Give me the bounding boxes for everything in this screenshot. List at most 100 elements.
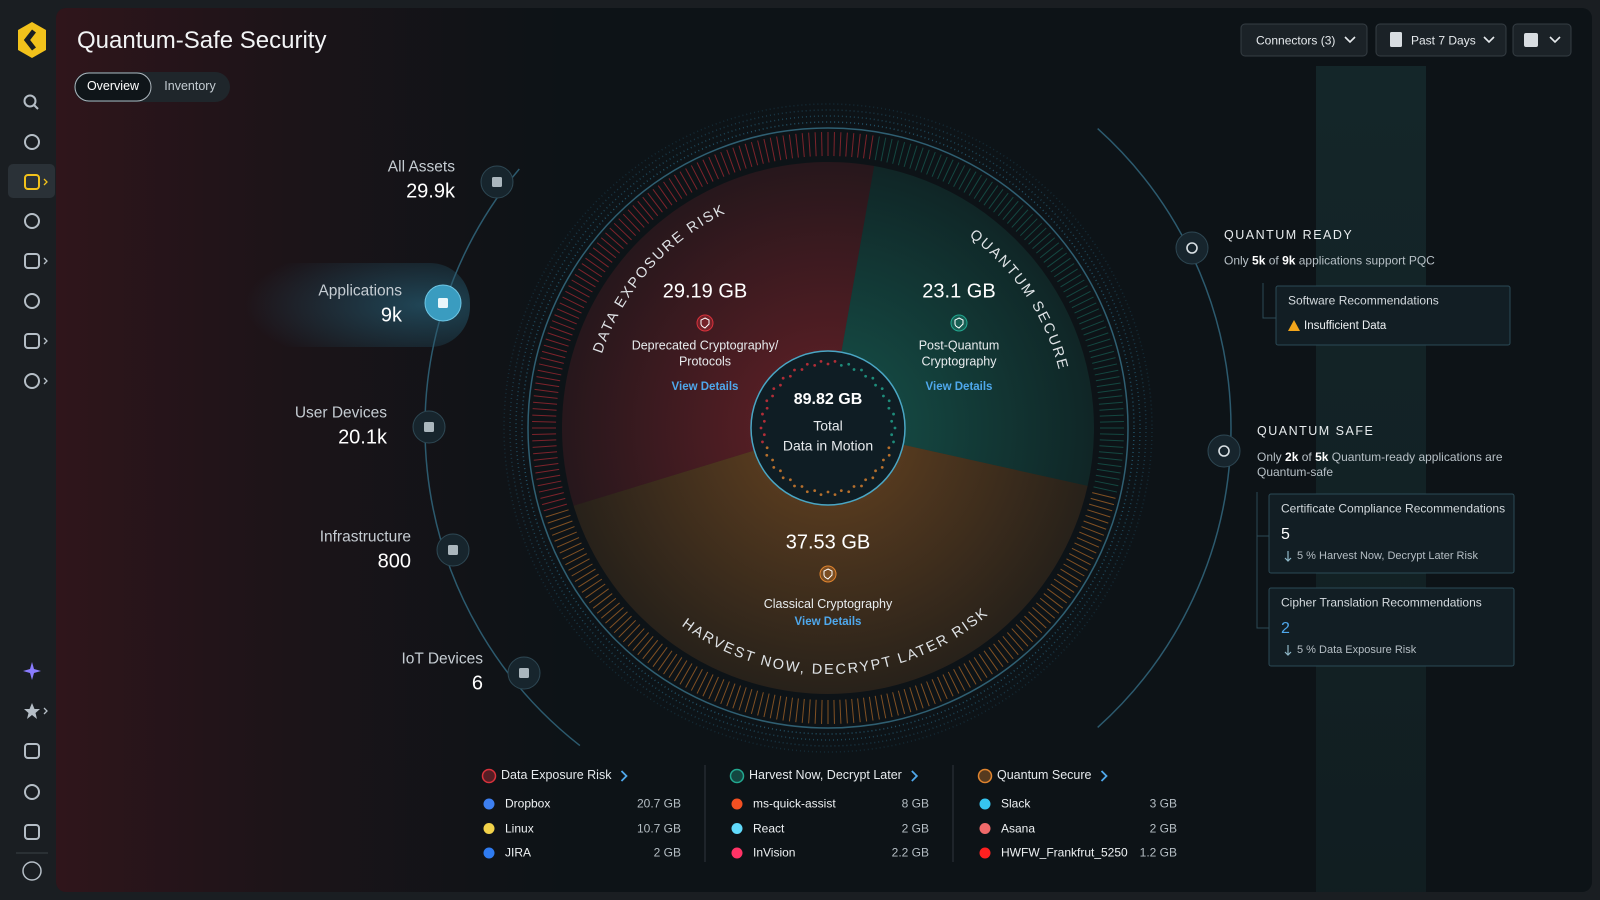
sidebar-icon[interactable] (24, 213, 40, 229)
ring-tick (554, 314, 577, 325)
emphasis: 5k (1252, 253, 1266, 268)
group-title[interactable]: Quantum Secure (997, 768, 1092, 783)
ring-tick (1097, 463, 1122, 468)
ring-tick (808, 699, 811, 724)
ring-tick (903, 688, 912, 713)
group-title[interactable]: Data Exposure Risk (501, 768, 612, 783)
sidebar-icon[interactable] (24, 703, 40, 719)
tab[interactable]: Overview (86, 79, 140, 94)
warning-icon (1288, 320, 1300, 331)
ring-tick (545, 509, 569, 518)
group-chevron[interactable] (1100, 770, 1108, 782)
recommendation-card[interactable] (1268, 493, 1515, 574)
sidebar-icon[interactable] (23, 662, 41, 680)
ring-tick (668, 657, 683, 678)
tab[interactable]: Inventory (164, 79, 216, 94)
ring-tick (568, 558, 590, 571)
ring-tick (857, 698, 861, 723)
dropdown-label[interactable]: Connectors (3) (1256, 33, 1336, 48)
ring-tick (1066, 558, 1088, 571)
sidebar-icon[interactable] (24, 743, 40, 759)
ring-tick (1098, 395, 1123, 399)
center-dot (805, 362, 809, 366)
app-value: 2.2 GB (891, 845, 929, 860)
app-name: Asana (1001, 821, 1036, 835)
ring-tick (769, 694, 776, 719)
view-details-link[interactable]: View Details (794, 615, 862, 628)
sidebar-toggle[interactable] (22, 861, 42, 881)
app-icon (979, 847, 991, 859)
ring-tick (592, 593, 613, 609)
sidebar-icon[interactable] (24, 293, 40, 309)
sidebar-icon[interactable] (24, 373, 40, 389)
panel-band (1316, 66, 1426, 892)
view-details-link[interactable]: View Details (671, 380, 739, 393)
ring-tick (538, 486, 563, 493)
ring-tick (600, 602, 620, 619)
slice-value: 37.53 GB (785, 531, 871, 554)
center-dot (890, 419, 894, 423)
ring-tick (808, 132, 811, 157)
app-value: 2 GB (901, 821, 929, 835)
ring-tick (622, 213, 641, 232)
sidebar-icon[interactable] (24, 333, 40, 349)
ring-tick (1099, 408, 1124, 411)
ring-tick (1085, 332, 1109, 342)
view-details-link[interactable]: View Details (925, 380, 993, 393)
recommendation-card[interactable] (1275, 285, 1511, 346)
app-name: ms-quick-assist (753, 796, 836, 811)
sidebar-icon[interactable] (24, 174, 40, 190)
ring-tick (532, 414, 557, 417)
ring-tick (535, 468, 560, 474)
group-chevron[interactable] (911, 770, 919, 782)
recommendation-card[interactable] (1268, 587, 1515, 667)
ring-tick (1096, 468, 1121, 474)
sidebar-icon[interactable] (24, 134, 40, 150)
ring-tick (914, 147, 924, 171)
center-dot (771, 394, 774, 398)
ring-tick (543, 344, 568, 353)
ring-tick (1097, 388, 1122, 393)
orbit-right (1097, 127, 1232, 729)
ring-tick (532, 439, 557, 442)
dropdown-button[interactable] (1240, 23, 1368, 57)
ring-tick (1066, 285, 1088, 298)
down-arrow (1284, 551, 1292, 562)
ring-tick (585, 257, 606, 273)
center-dot (765, 406, 769, 410)
ring-tick (868, 135, 874, 160)
ring-tick (571, 563, 593, 577)
status-glyph (1186, 242, 1198, 254)
center-dot (788, 374, 792, 378)
ring-tick (897, 690, 906, 715)
status-text: Only 2k of 5k Quantum-ready applications… (1257, 450, 1511, 480)
ring-tick (556, 308, 580, 319)
group-icon (481, 768, 497, 784)
logo[interactable] (18, 22, 46, 58)
ring-tick (750, 141, 759, 166)
ring-tick (1028, 227, 1047, 245)
sidebar-icon[interactable] (23, 94, 37, 108)
group-title[interactable]: Harvest Now, Decrypt Later (749, 768, 902, 783)
ring-tick (750, 690, 759, 715)
sidebar-chevron (43, 377, 48, 385)
ring-tick (588, 252, 609, 268)
ring-tick (632, 632, 650, 651)
ring-tick (1071, 296, 1094, 309)
ring-tick (1095, 474, 1120, 480)
group-chevron[interactable] (620, 770, 628, 782)
dropdown-label[interactable]: Past 7 Days (1411, 33, 1476, 48)
ring-tick (776, 695, 782, 720)
sidebar-icon[interactable] (24, 824, 40, 840)
ring-tick (1079, 531, 1102, 542)
app-value: 3 GB (1149, 796, 1177, 811)
dropdown-button[interactable] (1375, 23, 1507, 57)
sidebar-icon[interactable] (24, 253, 40, 269)
text-run: Quantum-ready applications are Quantum-s… (1257, 450, 1506, 479)
halo-dots (503, 103, 1153, 753)
sidebar-icon[interactable] (24, 784, 40, 800)
view-button[interactable] (1512, 23, 1572, 57)
center-dot (819, 359, 823, 363)
asset-label: User Devices (294, 404, 387, 422)
